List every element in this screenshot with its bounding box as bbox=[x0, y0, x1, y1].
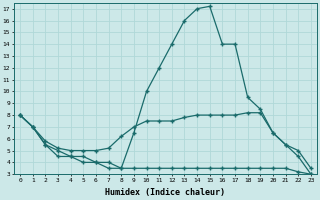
X-axis label: Humidex (Indice chaleur): Humidex (Indice chaleur) bbox=[106, 188, 226, 197]
